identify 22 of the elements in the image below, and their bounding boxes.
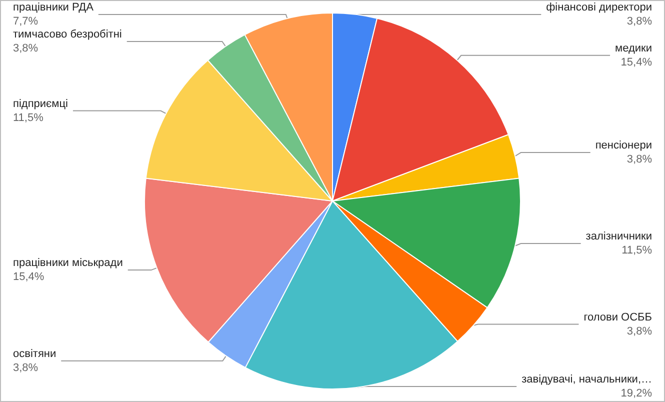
slice-label: тимчасово безробітні xyxy=(13,28,122,40)
slice-label: освітяни xyxy=(13,348,56,360)
data-label: 7,7% xyxy=(13,16,38,28)
data-label: 19,2% xyxy=(620,388,652,400)
slice-label: голови ОСББ xyxy=(584,311,652,324)
data-label: 15,4% xyxy=(620,56,652,68)
slice-label: працівники РДА xyxy=(13,2,94,14)
slice-label: медики xyxy=(615,42,652,54)
slice-label: працівники міськради xyxy=(13,257,123,270)
data-label: 3,8% xyxy=(626,154,652,166)
data-label: 3,8% xyxy=(626,16,652,28)
data-label: 11,5% xyxy=(622,244,652,257)
data-label: 11,5% xyxy=(13,112,44,124)
data-label: 3,8% xyxy=(626,325,652,338)
slice-label: залізничники xyxy=(586,230,652,243)
data-label: 15,4% xyxy=(13,271,44,284)
slice-label: завідувачі, начальники,… xyxy=(522,374,652,386)
data-label: 3,8% xyxy=(13,362,38,374)
slice-label: пенсіонери xyxy=(595,140,652,152)
slice-label: фінансові директори xyxy=(546,2,652,14)
slice-label: підприємці xyxy=(13,98,68,110)
data-label: 3,8% xyxy=(13,42,38,54)
